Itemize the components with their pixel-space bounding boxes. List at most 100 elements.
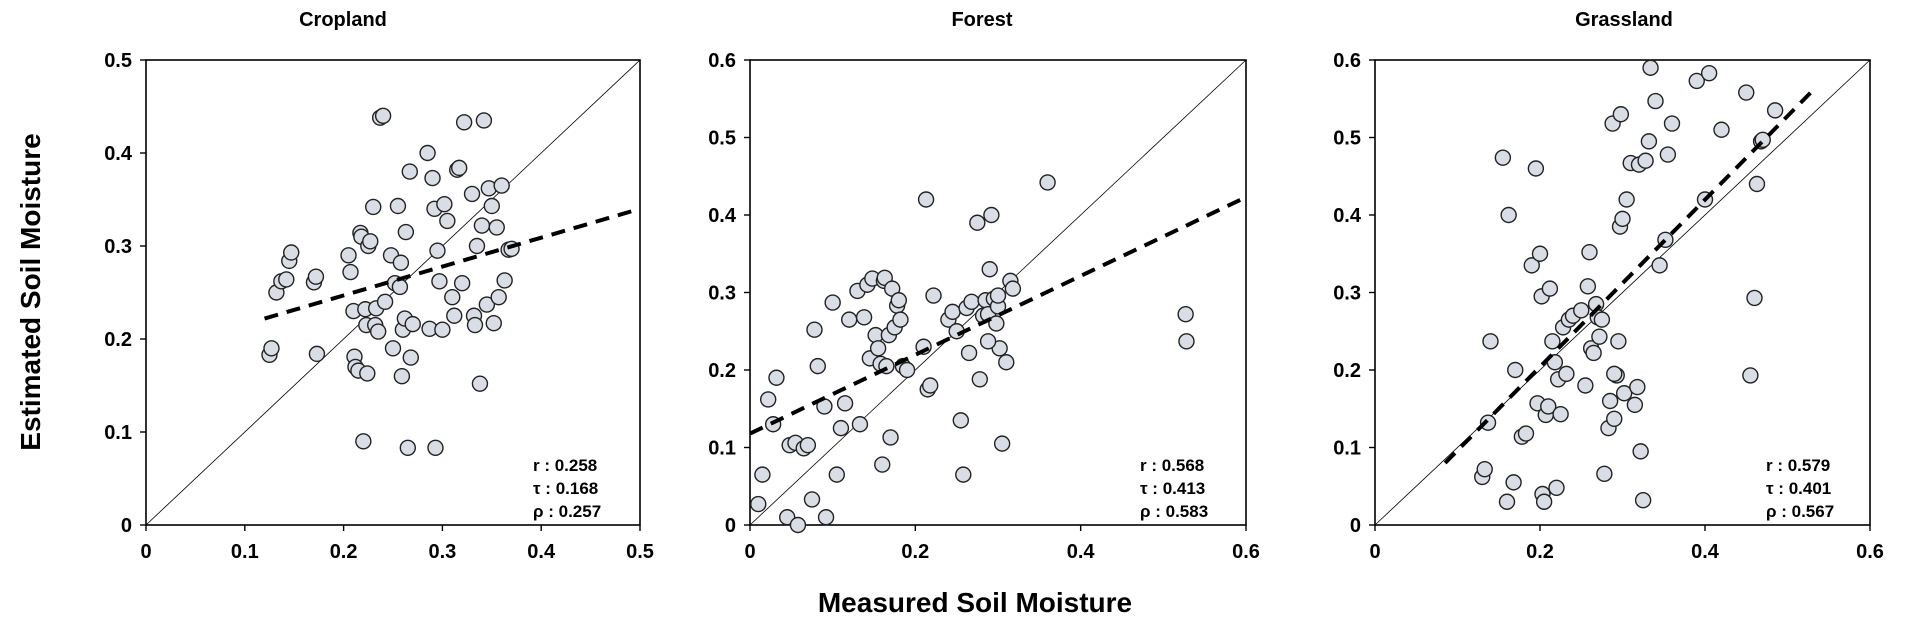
data-point — [446, 307, 463, 324]
data-point — [1688, 72, 1705, 90]
data-point — [450, 159, 468, 177]
y-tick-label: 0.1 — [708, 438, 736, 460]
stat-rho: ρ : 0.583 — [1140, 502, 1208, 521]
data-point — [998, 354, 1015, 371]
data-point — [1523, 257, 1540, 274]
data-point — [485, 314, 502, 332]
data-point — [475, 112, 493, 129]
data-point — [789, 516, 807, 534]
panel-title: Forest — [951, 9, 1012, 31]
data-point — [278, 271, 295, 288]
data-point — [1610, 333, 1627, 350]
data-point — [1713, 121, 1730, 138]
data-point — [1494, 149, 1512, 166]
data-point — [342, 263, 359, 281]
data-point — [359, 365, 376, 382]
x-tick-label: 0.2 — [901, 541, 929, 563]
data-point — [1039, 174, 1056, 191]
data-point — [1517, 425, 1535, 442]
data-point — [478, 296, 496, 313]
data-point — [374, 107, 392, 125]
data-point — [1596, 465, 1613, 483]
x-tick-label: 0 — [140, 541, 151, 563]
panel-title: Cropland — [299, 9, 387, 31]
data-point — [1585, 344, 1602, 362]
stat-tau: τ : 0.401 — [1766, 479, 1831, 498]
data-point — [453, 275, 471, 292]
data-point — [444, 288, 461, 306]
data-point — [399, 439, 417, 457]
data-point — [362, 233, 379, 250]
one-to-one-line — [145, 59, 641, 526]
data-point — [969, 214, 986, 231]
stat-r: r : 0.258 — [533, 456, 597, 475]
data-point — [828, 466, 845, 483]
x-tick-label: 0.3 — [428, 541, 456, 563]
data-point — [1178, 333, 1195, 350]
data-point — [1637, 152, 1654, 169]
data-point — [981, 261, 998, 278]
data-point — [490, 288, 507, 306]
x-axis-title: Measured Soil Moisture — [818, 587, 1132, 618]
data-point — [466, 316, 484, 334]
one-to-one-line — [1374, 59, 1871, 526]
data-point — [841, 311, 858, 328]
data-point — [890, 292, 907, 309]
data-point — [1626, 396, 1644, 414]
data-point — [768, 369, 785, 386]
data-point — [983, 206, 1000, 224]
data-point — [759, 391, 777, 408]
data-point — [365, 198, 382, 216]
data-point — [1614, 210, 1631, 228]
data-point — [1642, 59, 1659, 76]
data-point — [393, 368, 411, 385]
data-point — [851, 416, 869, 433]
y-tick-label: 0.2 — [1333, 360, 1361, 382]
data-point — [1659, 146, 1677, 163]
y-tick-label: 0 — [121, 515, 132, 537]
x-tick-label: 0.6 — [1232, 541, 1260, 563]
trend-line — [749, 195, 1247, 436]
y-tick-label: 0.3 — [708, 283, 736, 305]
data-point — [1541, 280, 1559, 297]
y-tick-label: 0.2 — [104, 329, 132, 351]
y-tick-label: 0.4 — [1333, 205, 1362, 227]
data-point — [427, 439, 444, 457]
data-point — [1558, 365, 1575, 383]
data-point — [1606, 410, 1623, 428]
data-point — [431, 273, 448, 290]
stat-rho: ρ : 0.257 — [533, 502, 601, 521]
data-point — [882, 429, 899, 446]
data-point — [468, 237, 486, 255]
data-point — [355, 433, 372, 450]
y-tick-label: 0 — [725, 515, 736, 537]
data-point — [397, 223, 415, 241]
data-point — [1738, 84, 1755, 101]
plot-frame — [145, 59, 641, 526]
y-axis-title: Estimated Soil Moisture — [15, 133, 46, 450]
data-point — [874, 456, 891, 473]
data-point — [898, 361, 916, 379]
stat-tau: τ : 0.168 — [533, 479, 598, 498]
y-tick-label: 0.5 — [104, 50, 132, 72]
x-tick-label: 0.4 — [1067, 541, 1096, 563]
x-tick-label: 0.4 — [527, 541, 556, 563]
data-point — [944, 303, 961, 321]
data-point — [429, 242, 446, 259]
stat-r: r : 0.568 — [1140, 456, 1204, 475]
data-point — [1577, 377, 1594, 394]
data-point — [1544, 333, 1561, 350]
data-point — [1573, 302, 1590, 319]
data-point — [832, 419, 850, 437]
y-tick-label: 0.1 — [104, 422, 132, 444]
data-point — [1579, 278, 1597, 295]
plot-area: 0 0.1 0.2 0.3 0.4 0.5 0 0.1 0.2 0.3 0.4 0.5 — [104, 50, 654, 563]
data-point — [473, 217, 491, 234]
data-point — [1634, 492, 1652, 509]
data-point — [384, 340, 402, 357]
plot-area: 0 0.2 0.4 0.6 0 0.1 0.2 0.3 0.4 0.5 0.6 — [708, 50, 1260, 563]
data-point — [869, 340, 887, 357]
data-point — [799, 436, 817, 454]
data-point — [404, 315, 421, 333]
